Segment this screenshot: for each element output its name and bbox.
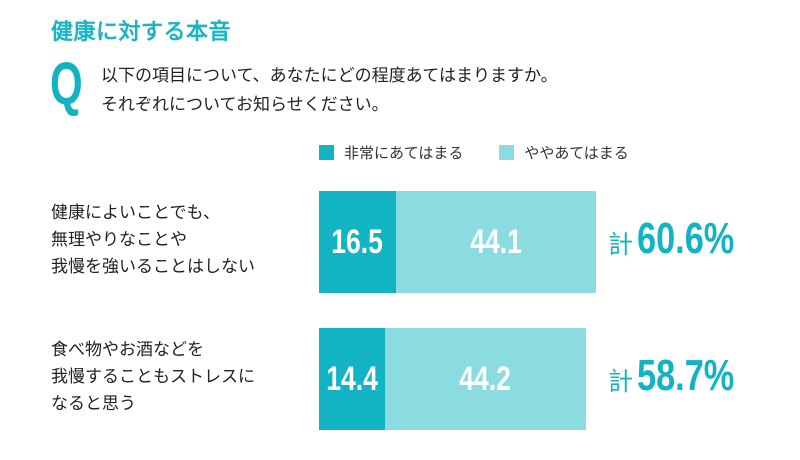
- bar-segment-strong: 16.5: [319, 191, 396, 293]
- bar-value: 44.2: [459, 359, 512, 398]
- total-prefix: 計: [608, 367, 634, 396]
- row-label-line: 無理やりなことや: [51, 230, 187, 250]
- row-label-line: なると思う: [51, 394, 136, 414]
- bar-value: 44.1: [470, 222, 522, 261]
- bar-segment-strong: 14.4: [319, 328, 385, 430]
- row-label-line: 健康によいことでも、: [51, 203, 220, 223]
- legend-swatch-strong: [319, 145, 334, 160]
- row-label: 食べ物やお酒などを 我慢することもストレスに なると思う: [51, 337, 255, 418]
- bar-value: 14.4: [326, 359, 378, 398]
- total-label: 計 58.7%: [608, 351, 762, 401]
- total-value: 58.7%: [637, 351, 735, 400]
- page-title: 健康に対する本音: [51, 20, 232, 45]
- legend-item-somewhat: ややあてはまる: [499, 142, 629, 163]
- legend-label: 非常にあてはまる: [344, 144, 464, 162]
- row-label-line: 我慢することもストレスに: [51, 367, 255, 387]
- total-prefix: 計: [608, 230, 634, 259]
- bar-value: 16.5: [331, 222, 384, 261]
- legend-label: ややあてはまる: [524, 144, 629, 162]
- question-line: それぞれについてお知らせください。: [101, 95, 389, 115]
- question-line: 以下の項目について、あなたにどの程度あてはまりますか。: [101, 66, 558, 86]
- stacked-bar: 14.4 44.2: [319, 328, 586, 430]
- legend-item-strong: 非常にあてはまる: [319, 142, 463, 163]
- row-label: 健康によいことでも、 無理やりなことや 我慢を強いることはしない: [51, 200, 255, 281]
- legend: 非常にあてはまる ややあてはまる: [319, 142, 665, 163]
- bar-segment-somewhat: 44.2: [385, 328, 586, 430]
- question-text: 以下の項目について、あなたにどの程度あてはまりますか。 それぞれについてお知らせ…: [101, 62, 558, 120]
- q-mark: Q: [50, 50, 83, 117]
- legend-swatch-somewhat: [499, 145, 515, 160]
- bar-segment-somewhat: 44.1: [396, 191, 596, 293]
- row-label-line: 我慢を強いることはしない: [51, 257, 255, 277]
- stacked-bar: 16.5 44.1: [319, 191, 596, 293]
- total-label: 計 60.6%: [608, 214, 762, 264]
- total-value: 60.6%: [637, 214, 735, 263]
- row-label-line: 食べ物やお酒などを: [51, 340, 204, 360]
